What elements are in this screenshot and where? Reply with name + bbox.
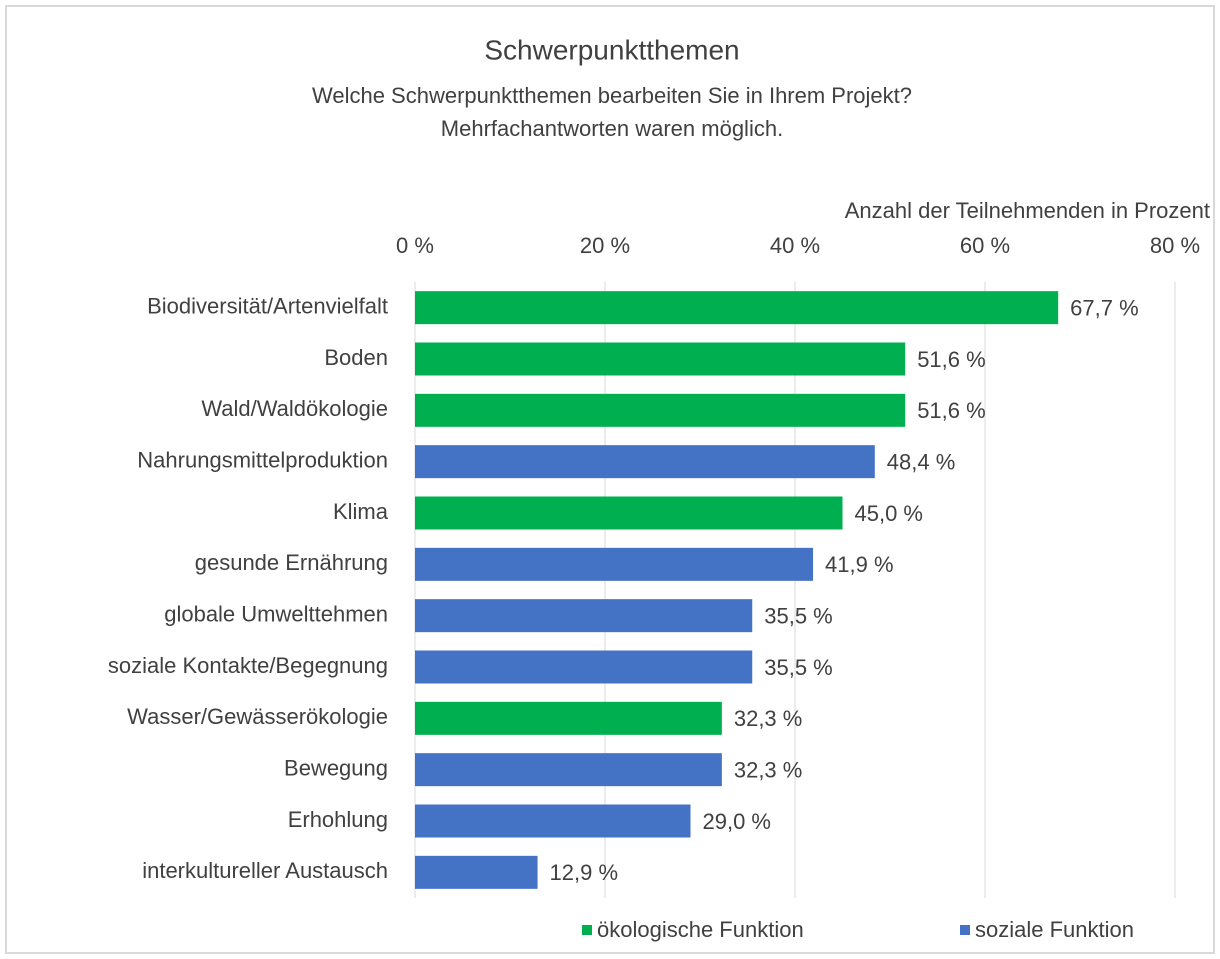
- data-label: 35,5 %: [764, 655, 833, 680]
- chart-frame: [5, 5, 1215, 954]
- y-tick-label: soziale Kontakte/Begegnung: [108, 653, 388, 678]
- bar: [415, 393, 906, 427]
- bar: [415, 804, 691, 838]
- bar: [415, 445, 875, 479]
- data-label: 41,9 %: [825, 552, 894, 577]
- y-tick-label: Boden: [324, 345, 388, 370]
- y-tick-label: Wald/Waldökologie: [201, 396, 388, 421]
- data-label: 51,6 %: [917, 398, 986, 423]
- data-label: 12,9 %: [550, 860, 619, 885]
- x-tick-label: 40 %: [770, 233, 820, 258]
- bar: [415, 291, 1059, 325]
- bar: [415, 342, 906, 376]
- data-label: 29,0 %: [703, 809, 772, 834]
- y-tick-label: Klima: [333, 499, 389, 524]
- y-tick-label: globale Umwelttehmen: [164, 601, 388, 626]
- y-tick-label: Biodiversität/Artenvielfalt: [147, 293, 388, 318]
- y-tick-label: Bewegung: [284, 755, 388, 780]
- chart-subtitle: Welche Schwerpunktthemen bearbeiten Sie …: [312, 83, 912, 108]
- x-tick-label: 60 %: [960, 233, 1010, 258]
- legend-swatch: [582, 925, 592, 935]
- bar: [415, 496, 843, 530]
- chart-subtitle: Mehrfachantworten waren möglich.: [441, 116, 783, 141]
- bar: [415, 547, 814, 581]
- data-label: 45,0 %: [855, 501, 924, 526]
- x-tick-label: 0 %: [396, 233, 434, 258]
- x-axis-label: Anzahl der Teilnehmenden in Prozent: [845, 198, 1210, 223]
- data-label: 35,5 %: [764, 603, 833, 628]
- x-tick-label: 20 %: [580, 233, 630, 258]
- bar: [415, 701, 722, 735]
- y-tick-label: Wasser/Gewässerökologie: [127, 704, 388, 729]
- bar: [415, 753, 722, 787]
- x-tick-label: 80 %: [1150, 233, 1200, 258]
- y-tick-label: gesunde Ernährung: [195, 550, 388, 575]
- y-tick-label: Nahrungsmittelproduktion: [137, 447, 388, 472]
- data-label: 48,4 %: [887, 449, 956, 474]
- bar: [415, 599, 753, 633]
- legend-swatch: [960, 925, 970, 935]
- bar: [415, 855, 538, 889]
- legend-label: ökologische Funktion: [597, 917, 804, 942]
- y-tick-label: Erhohlung: [288, 807, 388, 832]
- data-label: 32,3 %: [734, 706, 803, 731]
- data-label: 32,3 %: [734, 757, 803, 782]
- chart-title: Schwerpunktthemen: [484, 34, 739, 65]
- bar: [415, 650, 753, 684]
- data-label: 51,6 %: [917, 347, 986, 372]
- y-tick-label: interkultureller Austausch: [142, 858, 388, 883]
- legend-label: soziale Funktion: [975, 917, 1134, 942]
- data-label: 67,7 %: [1070, 295, 1139, 320]
